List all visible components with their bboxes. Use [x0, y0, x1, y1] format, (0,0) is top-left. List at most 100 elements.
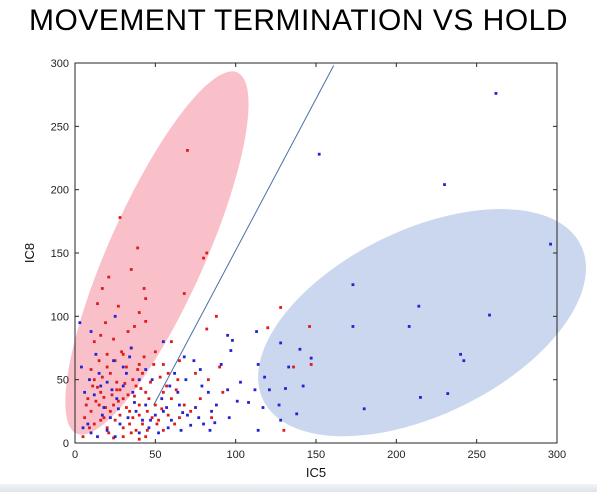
- data-point-series-2: [179, 428, 183, 432]
- data-point-series-2: [253, 388, 257, 392]
- data-point-series-2: [137, 431, 141, 435]
- data-point-series-1: [205, 327, 209, 331]
- data-point-series-2: [309, 356, 313, 360]
- data-point-series-1: [137, 413, 141, 417]
- data-point-series-1: [142, 287, 146, 290]
- data-point-series-2: [168, 384, 172, 388]
- data-point-series-1: [206, 378, 210, 382]
- data-point-series-1: [145, 428, 149, 432]
- data-point-series-2: [247, 401, 250, 404]
- data-point-series-2: [86, 422, 90, 426]
- x-tick-label: 50: [149, 449, 161, 461]
- data-point-series-1: [144, 390, 148, 394]
- data-point-series-1: [139, 387, 143, 390]
- data-point-series-2: [317, 152, 321, 156]
- data-point-series-1: [83, 416, 87, 420]
- data-point-series-1: [102, 396, 106, 399]
- data-point-series-1: [142, 355, 146, 359]
- data-point-series-1: [205, 251, 209, 255]
- data-point-series-1: [137, 363, 141, 366]
- data-point-series-1: [136, 368, 140, 371]
- y-tick-label: 150: [51, 248, 69, 260]
- data-point-series-2: [96, 435, 99, 439]
- data-point-series-2: [105, 428, 109, 432]
- data-point-series-1: [92, 422, 96, 426]
- data-point-series-1: [182, 403, 186, 407]
- data-point-series-2: [459, 352, 462, 356]
- data-point-series-1: [173, 422, 177, 426]
- data-point-series-1: [89, 409, 93, 413]
- data-point-series-1: [113, 418, 117, 422]
- x-tick-label: 200: [387, 449, 405, 461]
- data-point-series-2: [351, 325, 355, 328]
- data-point-series-1: [105, 365, 109, 369]
- data-point-series-1: [99, 418, 103, 422]
- data-point-series-2: [153, 413, 157, 417]
- data-point-series-1: [149, 380, 152, 384]
- data-point-series-1: [131, 416, 135, 420]
- data-point-series-1: [182, 292, 186, 295]
- data-point-series-1: [141, 422, 144, 426]
- data-point-series-1: [153, 350, 157, 354]
- data-point-series-1: [121, 397, 125, 401]
- data-point-series-1: [161, 428, 165, 432]
- data-point-series-1: [97, 403, 101, 407]
- data-point-series-1: [166, 371, 170, 375]
- data-point-series-1: [178, 416, 181, 420]
- data-point-series-1: [113, 359, 117, 363]
- data-point-series-2: [112, 359, 115, 363]
- x-tick-label: 250: [467, 449, 485, 461]
- data-point-series-1: [100, 375, 104, 379]
- data-point-series-2: [94, 352, 98, 356]
- data-point-series-2: [256, 363, 260, 366]
- data-point-series-2: [301, 384, 305, 388]
- data-point-series-1: [100, 287, 104, 290]
- cluster-ellipse-2: [258, 209, 586, 437]
- data-point-series-1: [108, 409, 112, 413]
- data-point-series-2: [80, 365, 83, 369]
- data-point-series-1: [131, 378, 135, 382]
- data-point-series-1: [112, 337, 115, 341]
- data-point-series-1: [116, 304, 120, 308]
- data-point-series-2: [268, 388, 271, 392]
- data-point-series-1: [126, 393, 130, 397]
- data-point-series-2: [121, 384, 125, 388]
- data-point-series-2: [231, 339, 234, 342]
- data-point-series-2: [419, 396, 422, 399]
- data-point-series-1: [129, 431, 133, 435]
- data-point-series-1: [121, 435, 125, 439]
- data-point-series-2: [184, 378, 188, 382]
- data-point-series-1: [81, 435, 85, 439]
- data-point-series-2: [110, 388, 114, 392]
- data-point-series-2: [166, 426, 170, 430]
- data-point-series-2: [125, 371, 128, 375]
- data-point-series-1: [104, 406, 107, 409]
- data-point-series-2: [165, 406, 168, 409]
- data-point-series-1: [202, 256, 205, 260]
- data-point-series-2: [131, 390, 135, 394]
- data-point-series-1: [125, 406, 128, 409]
- data-point-series-2: [200, 384, 204, 388]
- data-point-series-1: [105, 426, 109, 430]
- data-point-series-1: [198, 397, 202, 401]
- data-point-series-2: [189, 423, 193, 427]
- chart-title: MOVEMENT TERMINATION VS HOLD: [28, 4, 569, 37]
- data-point-series-1: [105, 352, 109, 356]
- data-point-series-2: [89, 431, 93, 435]
- data-point-series-2: [198, 368, 202, 371]
- data-point-series-1: [136, 246, 140, 250]
- data-point-series-1: [128, 409, 132, 413]
- data-point-series-1: [134, 384, 138, 388]
- data-point-series-1: [152, 363, 156, 366]
- data-point-series-2: [235, 399, 239, 403]
- boundary-line: [153, 65, 335, 406]
- data-point-series-2: [147, 426, 151, 430]
- data-point-series-2: [362, 407, 366, 411]
- y-tick-label: 200: [51, 185, 69, 197]
- data-point-series-2: [81, 426, 85, 430]
- data-point-series-1: [89, 368, 93, 371]
- data-point-series-2: [161, 340, 165, 344]
- data-point-series-2: [178, 403, 181, 407]
- data-point-series-1: [189, 409, 193, 413]
- data-point-series-1: [153, 403, 157, 407]
